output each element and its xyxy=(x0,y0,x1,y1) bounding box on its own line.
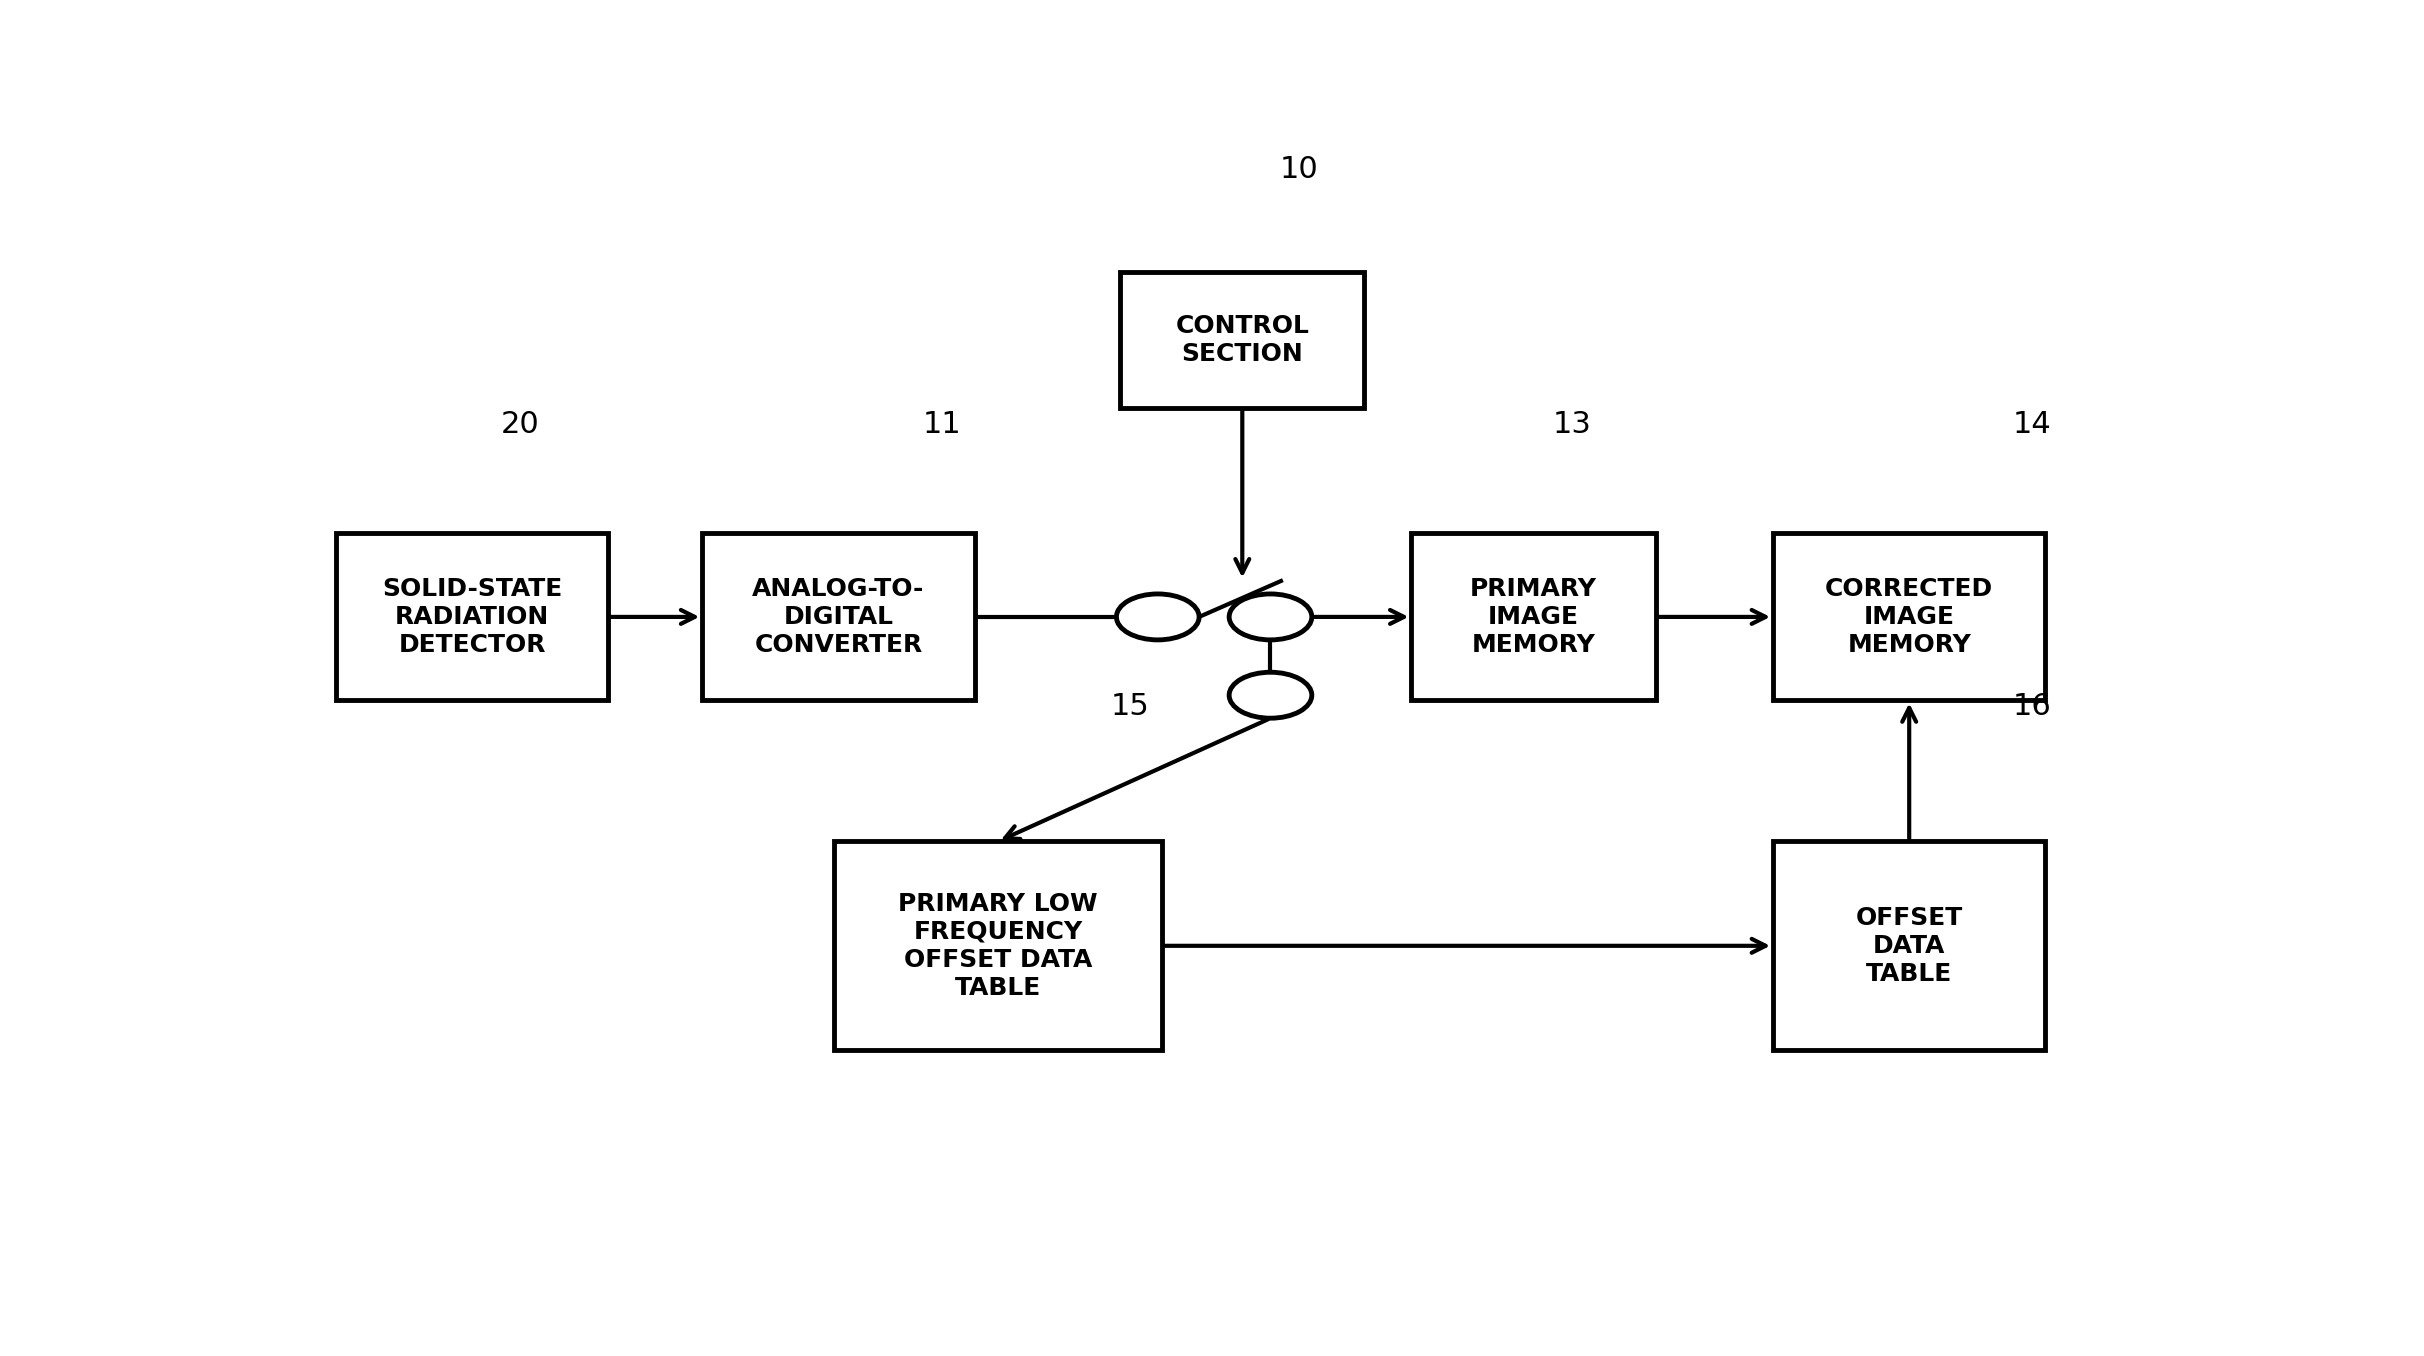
Text: OFFSET
DATA
TABLE: OFFSET DATA TABLE xyxy=(1857,906,1963,986)
FancyBboxPatch shape xyxy=(1411,533,1656,701)
Text: 20: 20 xyxy=(499,411,538,439)
FancyBboxPatch shape xyxy=(337,533,608,701)
Text: PRIMARY
IMAGE
MEMORY: PRIMARY IMAGE MEMORY xyxy=(1469,578,1597,656)
Text: 14: 14 xyxy=(2012,411,2051,439)
Text: SOLID-STATE
RADIATION
DETECTOR: SOLID-STATE RADIATION DETECTOR xyxy=(383,578,562,656)
FancyBboxPatch shape xyxy=(834,841,1164,1051)
FancyBboxPatch shape xyxy=(1120,273,1365,408)
Circle shape xyxy=(1229,594,1311,640)
FancyBboxPatch shape xyxy=(703,533,974,701)
Text: CONTROL
SECTION: CONTROL SECTION xyxy=(1176,315,1309,366)
Text: ANALOG-TO-
DIGITAL
CONVERTER: ANALOG-TO- DIGITAL CONVERTER xyxy=(751,578,924,656)
Text: PRIMARY LOW
FREQUENCY
OFFSET DATA
TABLE: PRIMARY LOW FREQUENCY OFFSET DATA TABLE xyxy=(899,892,1098,999)
Text: CORRECTED
IMAGE
MEMORY: CORRECTED IMAGE MEMORY xyxy=(1825,578,1993,656)
Text: 10: 10 xyxy=(1280,155,1319,183)
Circle shape xyxy=(1117,594,1200,640)
Circle shape xyxy=(1229,673,1311,719)
FancyBboxPatch shape xyxy=(1772,841,2046,1051)
Text: 15: 15 xyxy=(1110,693,1149,721)
Text: 11: 11 xyxy=(924,411,962,439)
Text: 13: 13 xyxy=(1551,411,1590,439)
FancyBboxPatch shape xyxy=(1772,533,2046,701)
Text: 16: 16 xyxy=(2012,693,2051,721)
